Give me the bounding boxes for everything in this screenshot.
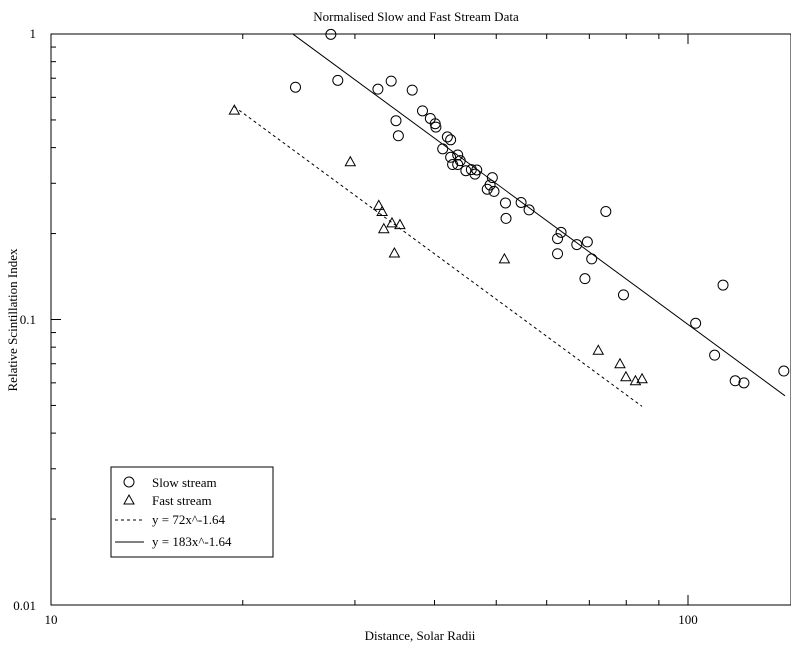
slow-stream-point: [717, 279, 729, 291]
slow-stream-point: [486, 172, 498, 184]
slow-stream-point: [390, 115, 402, 127]
slow-stream-point: [332, 74, 344, 86]
legend-circle-icon: [123, 476, 135, 488]
slow-stream-point: [452, 149, 464, 161]
slow-stream-point: [500, 212, 512, 224]
x-axis-label: Distance, Solar Radii: [365, 628, 476, 643]
slow-stream-point: [552, 233, 564, 245]
slow-stream-point: [600, 205, 612, 217]
slow-stream-point: [454, 155, 466, 167]
y-tick-label-1: 1: [30, 26, 37, 41]
x-tick-label-100: 100: [678, 612, 698, 627]
slow-stream-point: [729, 375, 741, 387]
y-axis-label: Relative Scintillation Index: [5, 248, 20, 391]
slow-stream-point: [581, 236, 593, 248]
slow-stream-point: [555, 226, 567, 238]
slow-stream-point: [499, 197, 511, 209]
fast-stream-point: [376, 205, 388, 216]
legend-label-fast-stream: Fast stream: [152, 493, 212, 508]
x-tick-label-10: 10: [45, 612, 58, 627]
chart-title: Normalised Slow and Fast Stream Data: [313, 9, 519, 24]
fast-stream-point: [620, 370, 632, 382]
legend-label-fit-183: y = 183x^-1.64: [152, 534, 232, 549]
slow-stream-point: [437, 143, 449, 155]
slow-stream-point: [325, 28, 337, 40]
axis-ticks: [50, 33, 689, 606]
slow-stream-point: [385, 75, 397, 87]
legend-label-slow-fit-72: y = 72x^-1.64: [152, 512, 226, 527]
slow-stream-point: [441, 131, 453, 143]
slow-stream-point: [392, 130, 404, 142]
fast-stream-point: [636, 372, 648, 384]
slow-stream-point: [709, 349, 721, 361]
fit-lines: [234, 33, 786, 407]
slow-stream-point: [445, 134, 457, 146]
fast-stream-point: [498, 252, 511, 264]
slow-stream-point: [445, 151, 457, 163]
slow-stream-point: [372, 83, 384, 95]
slow-stream-point: [416, 105, 428, 117]
slow-stream-point: [552, 248, 564, 260]
y-tick-label-0-01: 0.01: [13, 598, 36, 613]
slow-stream-point: [571, 239, 583, 251]
data-markers: [228, 28, 790, 389]
slow-stream-point: [515, 196, 527, 208]
slow-stream-point: [484, 179, 496, 191]
slow-stream-point: [523, 204, 535, 216]
fast-stream-point: [592, 344, 605, 355]
tick-labels: 1 0.1 0.01 10 100: [13, 26, 698, 627]
fast-stream-point: [394, 218, 406, 230]
slow-stream-point: [289, 81, 301, 93]
legend-label-slow-stream: Slow stream: [152, 475, 217, 490]
fast-stream-point: [228, 104, 241, 115]
legend-triangle-icon: [123, 493, 135, 505]
slow-stream-point: [430, 121, 442, 133]
fast-stream-point: [386, 216, 398, 228]
legend: Slow stream Fast stream y = 72x^-1.64 y …: [110, 466, 274, 558]
slow-stream-point: [586, 253, 598, 265]
fast-stream-point: [372, 199, 385, 210]
slow-stream-point: [488, 185, 500, 197]
slow-stream-point: [690, 317, 702, 329]
fast-stream-point: [388, 246, 401, 258]
slow-stream-point: [579, 273, 591, 285]
slow-stream-point: [471, 164, 483, 176]
fast-stream-point: [377, 222, 390, 234]
fit-line-0: [234, 106, 643, 407]
slow-stream-point: [778, 365, 790, 377]
fast-stream-point: [344, 155, 357, 167]
slow-stream-point: [738, 377, 750, 389]
fast-stream-point: [614, 357, 626, 369]
slow-stream-point: [617, 289, 629, 301]
fit-line-1: [292, 33, 786, 397]
y-tick-label-0-1: 0.1: [20, 312, 36, 327]
slow-stream-point: [406, 84, 418, 96]
